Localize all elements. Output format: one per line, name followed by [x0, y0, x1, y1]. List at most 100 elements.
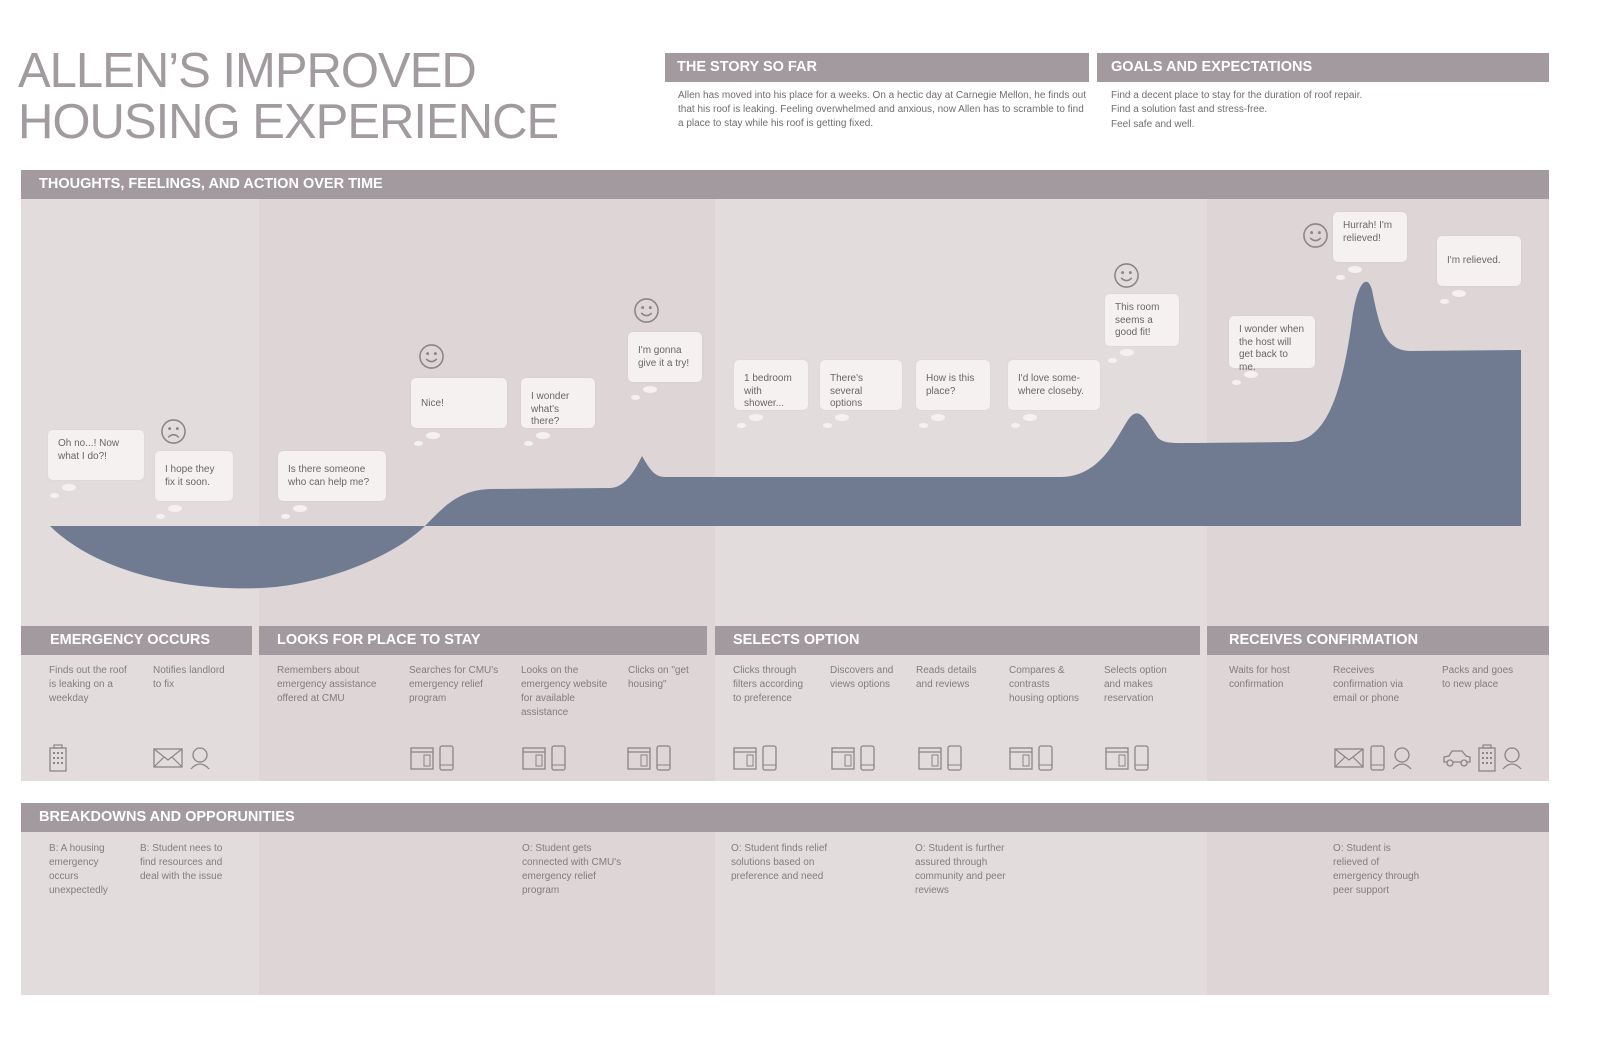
thought-bubble: I'm gonna give it a try!: [628, 332, 702, 382]
bubble-tail: [1011, 423, 1020, 428]
thought-bubble: I'd love some-where closeby.: [1008, 360, 1100, 410]
building-icon: [1478, 744, 1496, 772]
step-text: Clicks on "get housing": [628, 665, 689, 690]
phone-icon: [1370, 745, 1385, 771]
timeline-heading: THOUGHTS, FEELINGS, AND ACTION OVER TIME: [21, 170, 1549, 199]
browser-phone-icon: [831, 745, 875, 771]
thought-bubble: Nice!: [411, 378, 507, 428]
opportunity-item: O: Student is relieved of emergency thro…: [1333, 843, 1420, 896]
bubble-tail: [1023, 414, 1037, 421]
thought-bubble: I wonder when the host will get back to …: [1229, 316, 1315, 373]
step-text: Remembers about emergency assistance off…: [277, 665, 377, 704]
bubble-tail: [524, 441, 533, 446]
bubble-tail: [931, 414, 945, 421]
goals-item: Find a solution fast and stress-free.: [1111, 104, 1268, 115]
bubble-tail: [168, 505, 182, 512]
bubble-tail: [293, 505, 307, 512]
browser-phone-icon: [1105, 745, 1149, 771]
happy-face-icon: [1114, 263, 1139, 288]
car-icon: [1443, 750, 1471, 767]
goals-item: Find a decent place to stay for the dura…: [1111, 90, 1363, 101]
stage-heading-receives: RECEIVES CONFIRMATION: [1207, 626, 1549, 655]
bubble-tail: [749, 414, 763, 421]
step-text: Compares & contrasts housing options: [1009, 665, 1080, 704]
bubble-tail: [414, 441, 423, 446]
thought-bubble: How is this place?: [916, 360, 990, 410]
step-text: Looks on the emergency website for avail…: [521, 665, 608, 718]
opp-band-2: [259, 832, 715, 995]
bubble-tail: [1348, 266, 1362, 273]
bubble-tail: [156, 514, 165, 519]
opp-band-1: [21, 832, 259, 995]
step-text: Finds out the roof is leaking on a weekd…: [49, 665, 127, 704]
step-text: Receives confirmation via email or phone: [1333, 665, 1404, 704]
thought-bubble: This room seems a good fit!: [1105, 294, 1179, 346]
bubble-tail: [536, 432, 550, 439]
browser-phone-icon: [522, 745, 566, 771]
thought-bubble: Oh no...! Now what I do?!: [48, 430, 144, 480]
step-text: Waits for host confirmation: [1229, 665, 1290, 690]
opp-band-3: [715, 832, 1207, 995]
opp-band-4: [1207, 832, 1549, 995]
happy-face-icon: [419, 344, 444, 369]
story-heading: THE STORY SO FAR: [665, 53, 1089, 82]
opportunity-item: O: Student gets connected with CMU's eme…: [522, 843, 622, 896]
happy-face-icon: [634, 298, 659, 323]
bubble-tail: [1440, 299, 1449, 304]
bubble-tail: [1232, 380, 1241, 385]
bubble-tail: [1108, 358, 1117, 363]
person-icon: [1392, 747, 1412, 770]
step-text: Packs and goes to new place: [1442, 665, 1514, 690]
bubble-tail: [426, 432, 440, 439]
browser-phone-icon: [1009, 745, 1053, 771]
bubble-tail: [919, 423, 928, 428]
building-icon: [49, 744, 67, 772]
emotion-curve: [50, 281, 1521, 589]
bubble-tail: [1452, 290, 1466, 297]
step-text: Notifies landlord to fix: [153, 665, 225, 690]
person-icon: [190, 747, 210, 770]
breakdowns-heading: BREAKDOWNS AND OPPORUNITIES: [21, 803, 1549, 832]
story-text: Allen has moved into his place for a wee…: [678, 90, 1087, 129]
bubble-tail: [1244, 371, 1258, 378]
mail-icon: [1334, 748, 1364, 768]
opportunity-item: O: Student finds relief solutions based …: [731, 843, 828, 882]
bubble-tail: [1336, 275, 1345, 280]
goals-heading: GOALS AND EXPECTATIONS: [1097, 53, 1549, 82]
stage-heading-selects: SELECTS OPTION: [715, 626, 1200, 655]
breakdown-item: B: Student nees to find resources and de…: [140, 843, 223, 882]
browser-phone-icon: [410, 745, 454, 771]
bubble-tail: [281, 514, 290, 519]
thought-bubble: There's several options: [820, 360, 902, 410]
browser-phone-icon: [627, 745, 671, 771]
happy-face-icon: [1303, 223, 1328, 248]
step-text: Selects option and makes reservation: [1104, 665, 1167, 704]
bubble-tail: [1120, 349, 1134, 356]
step-text: Searches for CMU's emergency relief prog…: [409, 665, 499, 704]
thought-bubble: Is there someone who can help me?: [278, 451, 386, 501]
step-text: Reads details and reviews: [916, 665, 977, 690]
mail-icon: [153, 748, 183, 768]
bubble-tail: [737, 423, 746, 428]
thought-bubble: I'm relieved.: [1437, 236, 1521, 286]
bubble-tail: [631, 395, 640, 400]
thought-bubble: I hope they fix it soon.: [155, 451, 233, 501]
thought-bubble: I wonder what's there?: [521, 378, 595, 428]
bubble-tail: [643, 386, 657, 393]
stage-heading-emergency: EMERGENCY OCCURS: [21, 626, 252, 655]
person-icon: [1502, 747, 1522, 770]
step-text: Clicks through filters according to pref…: [733, 665, 804, 704]
browser-phone-icon: [918, 745, 962, 771]
browser-phone-icon: [733, 745, 777, 771]
thought-bubble: Hurrah! I'm relieved!: [1333, 212, 1407, 262]
bubble-tail: [50, 493, 59, 498]
thought-bubble: 1 bedroom with shower...: [734, 360, 808, 410]
goals-item: Feel safe and well.: [1111, 119, 1195, 130]
sad-face-icon: [161, 419, 186, 444]
page-title: ALLEN’S IMPROVED HOUSING EXPERIENCE: [18, 44, 559, 149]
bubble-tail: [835, 414, 849, 421]
bubble-tail: [62, 484, 76, 491]
breakdown-item: B: A housing emergency occurs unexpected…: [49, 843, 108, 896]
stage-heading-looks: LOOKS FOR PLACE TO STAY: [259, 626, 707, 655]
